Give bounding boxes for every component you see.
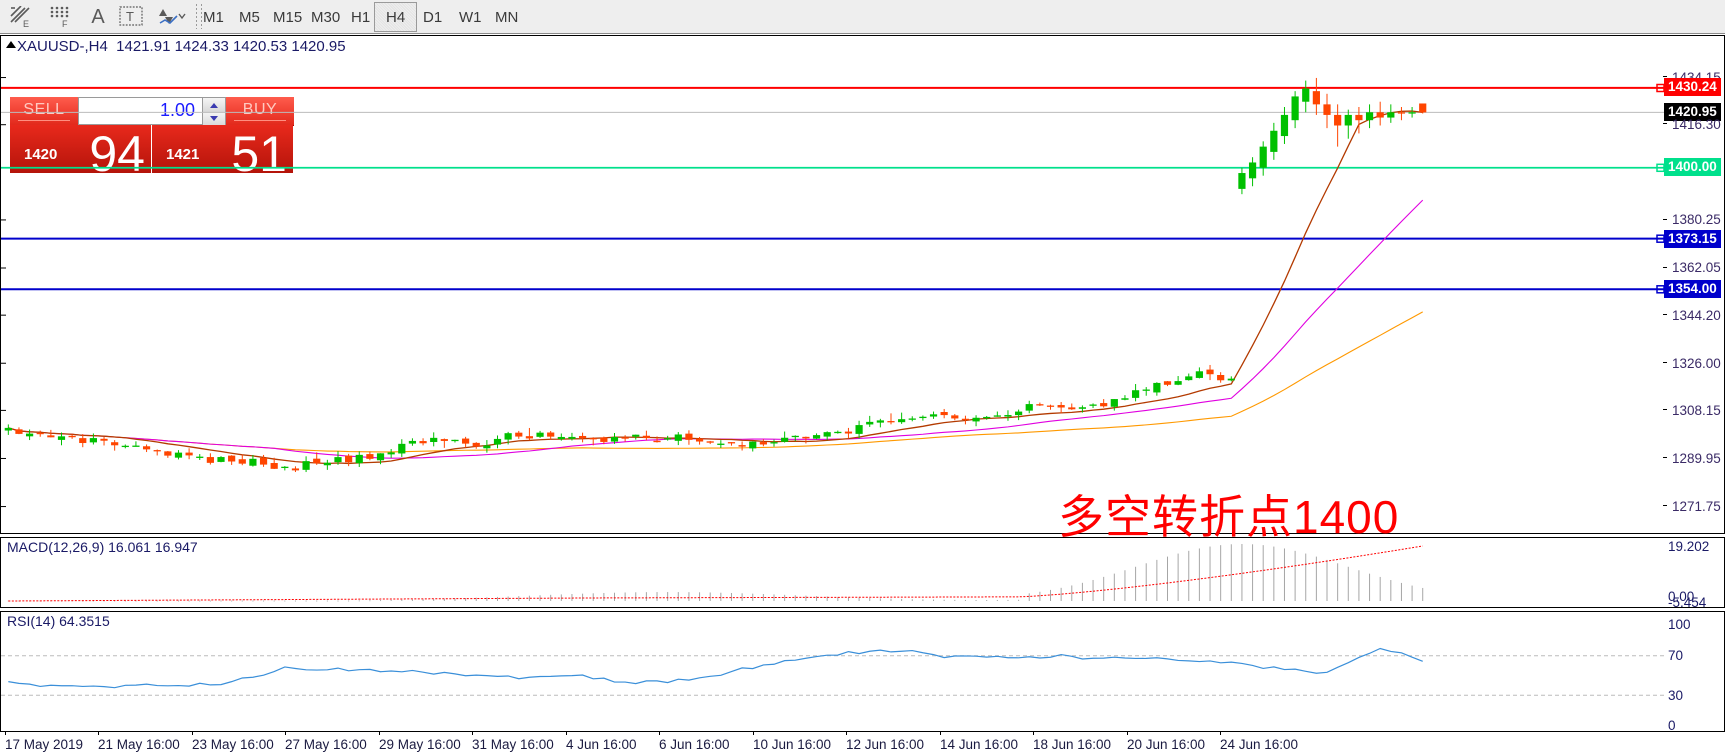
svg-text:T: T [126, 9, 134, 24]
svg-text:F: F [62, 19, 68, 28]
svg-text:E: E [23, 19, 29, 28]
